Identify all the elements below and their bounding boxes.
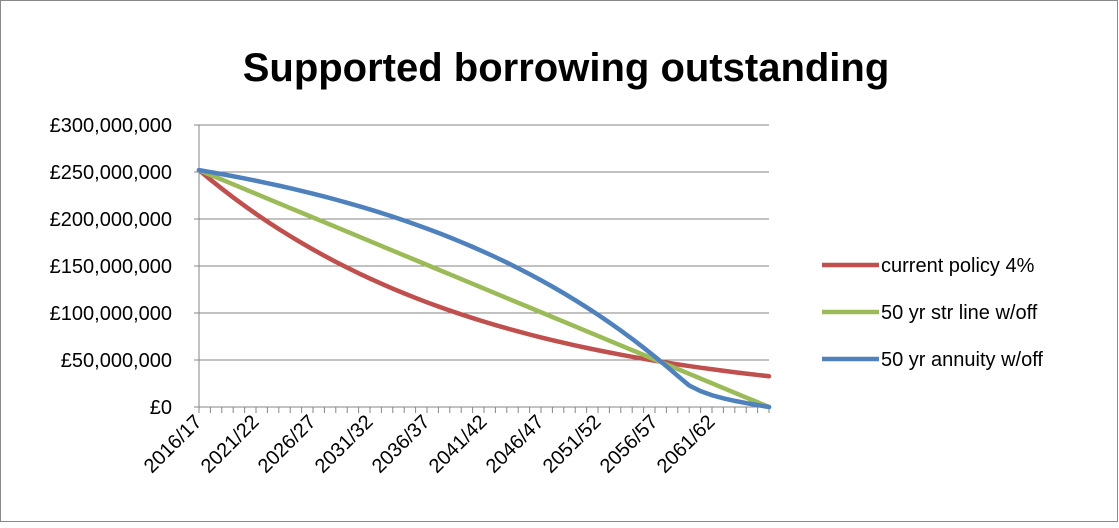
legend-label-current-policy-4: current policy 4% xyxy=(881,255,1035,277)
chart-title: Supported borrowing outstanding xyxy=(243,46,890,90)
y-tick-label: £0 xyxy=(150,397,172,419)
y-axis-tick-labels: £0 £50,000,000 £100,000,000 £150,000,000 £20… xyxy=(50,115,172,419)
series-line-50-yr-str-line-w-off xyxy=(196,167,772,410)
y-tick-label: £200,000,000 xyxy=(50,209,172,231)
series-line-current-policy-4 xyxy=(196,167,772,379)
y-tick-label: £250,000,000 xyxy=(50,162,172,184)
legend-label-50-yr-annuity-w-off: 50 yr annuity w/off xyxy=(881,349,1043,371)
legend-label-50-yr-str-line-w-off: 50 yr str line w/off xyxy=(881,302,1038,324)
x-axis-ticks xyxy=(198,407,770,413)
gridlines xyxy=(194,124,769,408)
series-lines xyxy=(196,167,772,410)
y-tick-label: £150,000,000 xyxy=(50,256,172,278)
legend: current policy 4% 50 yr str line w/off 50 … xyxy=(822,255,1043,371)
series-line-50-yr-annuity-w-off xyxy=(196,167,772,410)
y-tick-label: £300,000,000 xyxy=(50,115,172,137)
y-tick-label: £50,000,000 xyxy=(61,350,172,372)
y-tick-label: £100,000,000 xyxy=(50,303,172,325)
